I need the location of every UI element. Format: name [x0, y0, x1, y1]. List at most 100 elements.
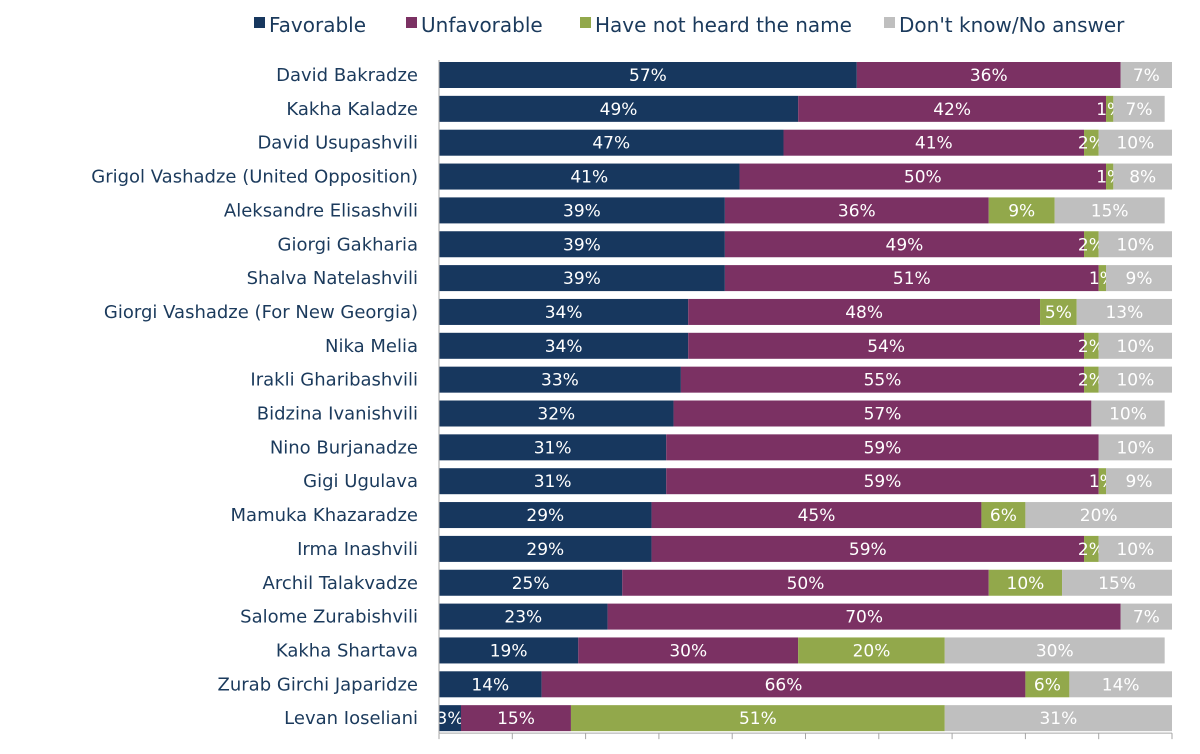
data-label: 8%: [1129, 168, 1156, 188]
data-label: 9%: [1126, 472, 1153, 492]
data-label: 31%: [534, 438, 572, 458]
legend-swatch: [406, 17, 417, 28]
bar-segment-unfavorable: [688, 332, 1085, 359]
category-label: Giorgi Vashadze (For New Georgia): [104, 302, 418, 323]
data-label: 39%: [563, 235, 601, 255]
bar-segment-don-t-know-no-answer: [1113, 163, 1172, 190]
data-label: 55%: [864, 371, 902, 391]
data-label: 51%: [893, 269, 931, 289]
category-label: Giorgi Gakharia: [278, 234, 418, 255]
bar-row-archil-talakvadze: 25% 50% 10% 15%: [439, 569, 1172, 596]
data-label: 13%: [1105, 303, 1143, 323]
data-label: 14%: [471, 675, 509, 695]
data-label: 30%: [669, 641, 707, 661]
data-label: 47%: [592, 134, 630, 154]
legend-label: Favorable: [269, 13, 366, 37]
bar-segment-don-t-know-no-answer: [1076, 298, 1172, 325]
data-label: 6%: [1034, 675, 1061, 695]
data-label: 57%: [629, 66, 667, 86]
bar-segment-have-not-heard-the-name: [988, 197, 1055, 224]
bar-segment-favorable: [439, 603, 608, 630]
bar-row-giorgi-vashadze-for-new-georgia: 34% 48% 5% 13%: [439, 298, 1172, 325]
data-label: 45%: [798, 506, 836, 526]
category-label: Gigi Ugulava: [303, 471, 418, 492]
legend-label: Don't know/No answer: [899, 13, 1125, 37]
bar-segment-have-not-heard-the-name: [1106, 95, 1114, 122]
data-label: 59%: [864, 472, 902, 492]
bar-row-mamuka-khazaradze: 29% 45% 6% 20%: [439, 502, 1172, 529]
data-label: 36%: [838, 201, 876, 221]
bar-segment-favorable: [439, 197, 725, 224]
data-label: 33%: [541, 371, 579, 391]
data-label: 50%: [904, 168, 942, 188]
data-label: 59%: [849, 540, 887, 560]
bar-segment-have-not-heard-the-name: [1025, 671, 1070, 698]
bar-segment-don-t-know-no-answer: [1098, 332, 1172, 359]
bar-segment-unfavorable: [724, 197, 989, 224]
bar-segment-have-not-heard-the-name: [981, 502, 1026, 529]
data-label: 15%: [1091, 201, 1129, 221]
bar-segment-have-not-heard-the-name: [1098, 265, 1107, 292]
data-label: 31%: [1039, 709, 1077, 729]
data-label: 14%: [1102, 675, 1140, 695]
bar-segment-don-t-know-no-answer: [1098, 366, 1172, 393]
bar-row-nika-melia: 34% 54% 2% 10%: [439, 332, 1172, 359]
category-label: David Usupashvili: [257, 133, 418, 154]
bar-row-kakha-shartava: 19% 30% 20% 30%: [439, 637, 1165, 664]
bar-segment-favorable: [439, 163, 740, 190]
bar-segment-unfavorable: [607, 603, 1121, 630]
data-label: 29%: [526, 540, 564, 560]
data-label: 10%: [1116, 134, 1154, 154]
bar-segment-don-t-know-no-answer: [1113, 95, 1165, 122]
legend-swatch: [884, 17, 895, 28]
bar-segment-have-not-heard-the-name: [1098, 468, 1107, 495]
category-labels: David Bakradze Kakha Kaladze David Usupash…: [91, 65, 418, 729]
bar-row-kakha-kaladze: 49% 42% 1% 7%: [439, 95, 1165, 122]
bar-segment-don-t-know-no-answer: [1069, 671, 1172, 698]
data-label: 49%: [886, 235, 924, 255]
data-label: 5%: [1045, 303, 1072, 323]
category-label: Shalva Natelashvili: [247, 268, 418, 289]
bar-segment-unfavorable: [666, 468, 1099, 495]
category-label: Irma Inashvili: [297, 539, 418, 560]
bar-segment-don-t-know-no-answer: [1120, 603, 1172, 630]
bar-row-irma-inashvili: 29% 59% 2% 10%: [439, 535, 1172, 562]
bar-segment-have-not-heard-the-name: [1106, 163, 1114, 190]
data-label: 7%: [1133, 66, 1160, 86]
data-label: 9%: [1126, 269, 1153, 289]
data-label: 10%: [1116, 337, 1154, 357]
bar-segment-unfavorable: [622, 569, 989, 596]
bar-segment-favorable: [439, 332, 689, 359]
bar-segment-favorable: [439, 298, 689, 325]
data-label: 59%: [864, 438, 902, 458]
bar-segment-have-not-heard-the-name: [988, 569, 1063, 596]
bar-segment-unfavorable: [673, 400, 1092, 427]
data-label: 31%: [534, 472, 572, 492]
category-label: Irakli Gharibashvili: [250, 370, 418, 391]
data-label: 9%: [1008, 201, 1035, 221]
data-label: 10%: [1109, 405, 1147, 425]
category-label: Archil Talakvadze: [263, 573, 418, 594]
data-label: 34%: [545, 303, 583, 323]
data-label: 51%: [739, 709, 777, 729]
bar-segment-have-not-heard-the-name: [1084, 332, 1099, 359]
bar-segment-favorable: [439, 366, 681, 393]
data-label: 50%: [787, 574, 825, 594]
bar-segment-favorable: [439, 62, 857, 88]
bar-segment-favorable: [439, 468, 667, 495]
bars-area: 57% 36% 7%49% 42% 1% 7%47% 41% 2% 10%41% 50% 1% 8%3…: [437, 62, 1172, 732]
bar-segment-favorable: [439, 231, 725, 258]
bar-segment-unfavorable: [724, 265, 1099, 292]
bar-segment-have-not-heard-the-name: [1084, 129, 1099, 156]
bar-segment-favorable: [439, 671, 542, 698]
bar-segment-unfavorable: [783, 129, 1085, 156]
legend-label: Have not heard the name: [595, 13, 852, 37]
bar-segment-unfavorable: [578, 637, 799, 664]
bar-segment-don-t-know-no-answer: [1106, 265, 1172, 292]
bar-segment-don-t-know-no-answer: [1054, 197, 1165, 224]
data-label: 42%: [933, 100, 971, 120]
data-label: 2%: [1078, 371, 1105, 391]
bar-segment-unfavorable: [651, 535, 1085, 562]
bar-segment-have-not-heard-the-name: [570, 705, 945, 732]
